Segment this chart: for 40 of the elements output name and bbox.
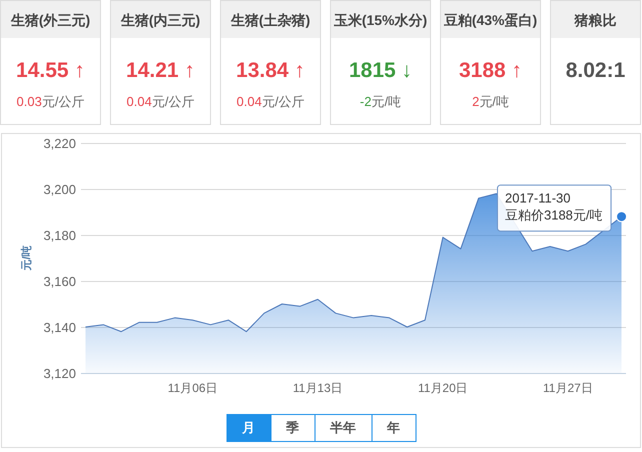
text: 年 [386,420,400,435]
text: 0.04 [126,94,152,109]
text: 元/吨 [479,94,509,109]
text: 猪粮比 [574,12,616,28]
text: 半年 [329,420,356,435]
y-tick-label: 3,160 [43,274,76,289]
text: 季 [285,420,299,435]
text: 14.55 ↑ [16,59,85,82]
text: 生猪(内三元) [120,12,200,28]
text: 豆粕(43%蛋白) [442,12,538,28]
tooltip: 2017-11-30 豆粕价3188元/吨 [496,184,612,232]
text: 生猪(外三元) [10,12,90,28]
text: -2 [360,94,372,109]
text: 月 [241,420,255,435]
y-tick-label: 3,180 [43,228,76,243]
text: 元/公斤 [42,94,84,109]
y-tick-label: 3,120 [43,366,76,381]
text: 元/吨 [371,94,402,109]
x-tick-label: 11月20日 [418,381,468,395]
text: 1815 ↓ [348,59,412,82]
x-tick-label: 11月06日 [168,381,218,395]
text: 元/公斤 [262,94,304,109]
text: 2 [472,94,480,109]
y-tick-label: 3,200 [43,182,76,197]
y-tick-label: 3,220 [43,136,76,151]
text: 生猪(土杂猪) [230,12,310,28]
x-tick-label: 11月27日 [543,381,593,395]
text: 元/公斤 [152,94,194,109]
text: 14.21 ↑ [126,59,195,82]
annotation: 2017-11-30 [504,190,571,206]
text: 0.04 [236,94,262,109]
y-axis-title: 元/吨 [20,245,33,272]
y-tick-label: 3,140 [43,320,76,335]
text: 3188 ↑ [458,59,522,82]
text: 13.84 ↑ [236,59,305,82]
annotation: 豆粕价3188元/吨 [504,208,603,223]
text: 玉米(15%水分) [332,12,428,28]
text: 8.02:1 [566,59,626,82]
x-tick-label: 11月13日 [292,381,343,395]
text: 0.03 [16,94,42,109]
